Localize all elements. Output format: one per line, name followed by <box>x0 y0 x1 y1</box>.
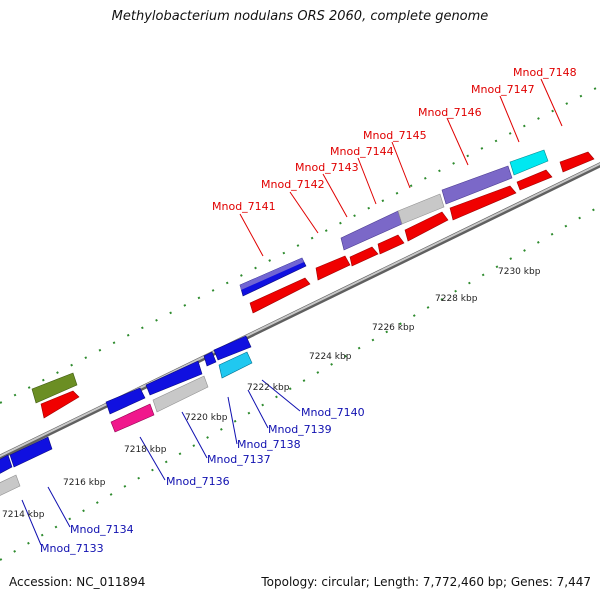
tick-label-7226: 7226 kbp <box>372 323 415 333</box>
gene-mnod-7137[interactable] <box>145 360 203 396</box>
gene-mnod-7145[interactable] <box>404 211 449 242</box>
gene-mnod-7143[interactable] <box>349 246 379 267</box>
label-mnod-7139[interactable]: Mnod_7139 <box>268 423 332 436</box>
leader-7142 <box>289 191 319 234</box>
leader-7134 <box>47 486 71 528</box>
gene-mnod-7142[interactable] <box>315 255 351 281</box>
tick-label-7218: 7218 kbp <box>124 445 167 455</box>
tick-labels: 7214 kbp 7216 kbp 7218 kbp 7220 kbp 7222… <box>2 267 541 520</box>
topology-text: Topology: circular; Length: 7,772,460 bp… <box>261 575 591 589</box>
reverse-leaders <box>21 379 301 546</box>
backbone-highlight <box>0 162 600 458</box>
gene-7147-outer[interactable] <box>509 149 549 176</box>
forward-outer-genes <box>31 149 549 404</box>
label-mnod-7140[interactable]: Mnod_7140 <box>301 406 365 419</box>
leader-7137 <box>181 411 208 459</box>
label-mnod-7147[interactable]: Mnod_7147 <box>471 83 535 96</box>
label-mnod-7141[interactable]: Mnod_7141 <box>212 200 276 213</box>
tick-label-7224: 7224 kbp <box>309 352 352 362</box>
leader-7140 <box>261 379 301 412</box>
gene-mnod-7147[interactable] <box>516 169 553 191</box>
reverse-genes <box>0 335 253 497</box>
backbone <box>0 162 600 460</box>
gene-mnod-7140[interactable] <box>213 335 252 361</box>
gene-7146-outer[interactable] <box>441 165 513 205</box>
gene-mnod-7144[interactable] <box>377 234 405 255</box>
leader-7139 <box>247 389 269 429</box>
leader-7141 <box>239 213 264 257</box>
gene-mnod-7141[interactable] <box>249 277 311 314</box>
label-mnod-7136[interactable]: Mnod_7136 <box>166 475 230 488</box>
gene-mnod-7136[interactable] <box>105 387 146 415</box>
map-title: Methylobacterium nodulans ORS 2060, comp… <box>111 9 489 24</box>
forward-gene-labels: Mnod_7141 Mnod_7142 Mnod_7143 Mnod_7144 … <box>212 66 577 213</box>
leader-7148 <box>540 78 563 127</box>
tick-label-7230: 7230 kbp <box>498 267 541 277</box>
gene-grey-left[interactable] <box>0 474 21 497</box>
tick-label-7228: 7228 kbp <box>435 294 478 304</box>
gene-mnod-7138[interactable] <box>152 375 209 413</box>
tick-label-7216: 7216 kbp <box>63 478 106 488</box>
gene-olive[interactable] <box>31 372 78 404</box>
label-mnod-7146[interactable]: Mnod_7146 <box>418 106 482 119</box>
accession-text: Accession: NC_011894 <box>9 575 146 589</box>
label-mnod-7142[interactable]: Mnod_7142 <box>261 178 325 191</box>
forward-leaders <box>239 78 563 257</box>
leader-7133 <box>21 499 42 546</box>
gene-mnod-7133[interactable] <box>0 454 13 475</box>
forward-genes <box>40 151 595 419</box>
leader-7146 <box>446 117 469 166</box>
label-mnod-7138[interactable]: Mnod_7138 <box>237 438 301 451</box>
leader-7144 <box>357 157 377 205</box>
upper-tick-guide <box>0 85 600 404</box>
gene-forward-left[interactable] <box>40 390 80 419</box>
tick-label-7220: 7220 kbp <box>185 413 228 423</box>
gene-mnod-7134[interactable] <box>9 436 53 468</box>
leader-7143 <box>322 173 348 218</box>
leader-7138 <box>227 396 238 445</box>
leader-7136 <box>139 436 166 481</box>
reverse-gene-labels: Mnod_7133 Mnod_7134 Mnod_7136 Mnod_7137 … <box>40 406 365 555</box>
label-mnod-7134[interactable]: Mnod_7134 <box>70 523 134 536</box>
label-mnod-7137[interactable]: Mnod_7137 <box>207 453 271 466</box>
label-mnod-7145[interactable]: Mnod_7145 <box>363 129 427 142</box>
label-mnod-7143[interactable]: Mnod_7143 <box>295 161 359 174</box>
gene-mnod-7148[interactable] <box>559 151 595 173</box>
gene-mnod-7146[interactable] <box>449 185 517 221</box>
gene-7145-outer[interactable] <box>397 193 445 225</box>
leader-7145 <box>391 141 411 189</box>
label-mnod-7133[interactable]: Mnod_7133 <box>40 542 104 555</box>
label-mnod-7148[interactable]: Mnod_7148 <box>513 66 577 79</box>
tick-guides <box>0 85 600 561</box>
label-mnod-7144[interactable]: Mnod_7144 <box>330 145 394 158</box>
gene-mnod-7137b[interactable] <box>110 403 155 433</box>
gene-cyan-lower[interactable] <box>218 351 253 379</box>
leader-7147 <box>499 95 520 143</box>
tick-label-7222: 7222 kbp <box>247 383 290 393</box>
tick-label-7214: 7214 kbp <box>2 510 45 520</box>
gene-mnod-7139[interactable] <box>203 351 217 367</box>
gene-7141-outer-shade <box>240 258 304 290</box>
